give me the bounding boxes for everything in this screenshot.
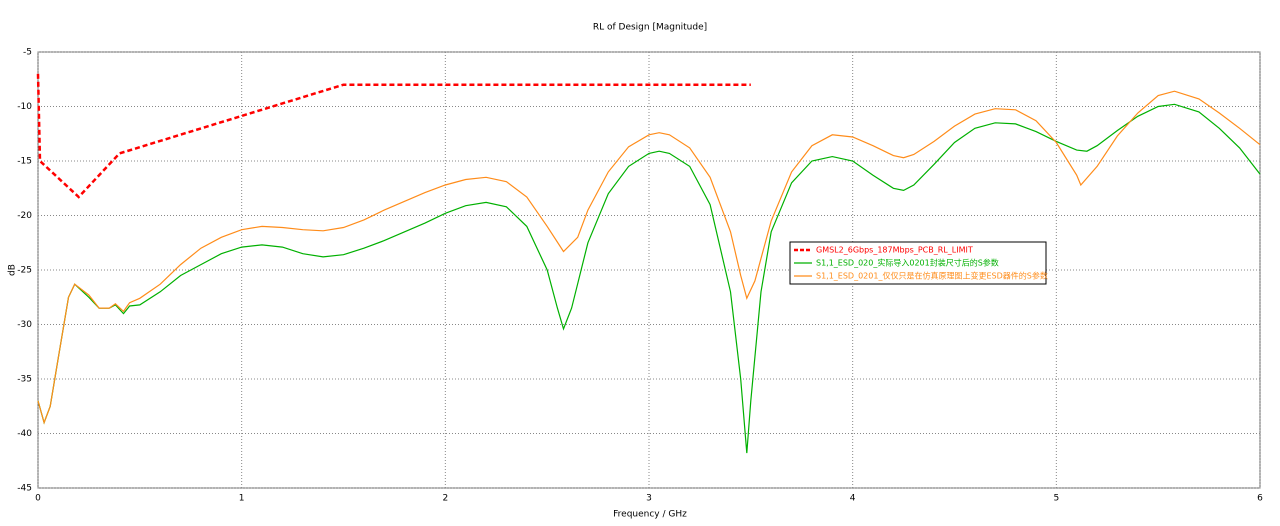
x-axis-label: Frequency / GHz <box>613 510 687 520</box>
series-line <box>36 73 751 199</box>
x-tick-label: 6 <box>1257 494 1263 504</box>
y-tick-label: -30 <box>17 320 32 330</box>
series-line <box>37 90 1261 425</box>
legend-label: S1,1_ESD_020_实际导入0201封装尺寸后的S参数 <box>816 258 999 268</box>
legend-box <box>789 241 1047 285</box>
x-tick-label: 0 <box>35 494 41 504</box>
x-tick-label: 1 <box>239 494 245 504</box>
y-tick-label: -40 <box>17 429 32 439</box>
chart-title: RL of Design [Magnitude] <box>593 23 707 33</box>
y-tick-label: -10 <box>17 102 32 112</box>
x-tick-label: 2 <box>442 494 448 504</box>
y-tick-label: -25 <box>17 266 32 276</box>
y-tick-label: -5 <box>23 48 32 58</box>
y-tick-label: -35 <box>17 375 32 385</box>
y-tick-label: -20 <box>17 211 32 221</box>
series-line <box>37 103 1261 454</box>
x-tick-label: 5 <box>1053 494 1059 504</box>
y-tick-label: -15 <box>17 157 32 167</box>
x-tick-label: 3 <box>646 494 652 504</box>
y-tick-label: -45 <box>17 484 32 494</box>
x-tick-label: 4 <box>850 494 856 504</box>
legend-label: S1,1_ESD_0201_仅仅只是在仿真原理图上变更ESD器件的S参数 <box>816 271 1048 281</box>
legend-label: GMSL2_6Gbps_187Mbps_PCB_RL_LIMIT <box>816 246 973 255</box>
y-axis-label: dB <box>8 264 18 276</box>
